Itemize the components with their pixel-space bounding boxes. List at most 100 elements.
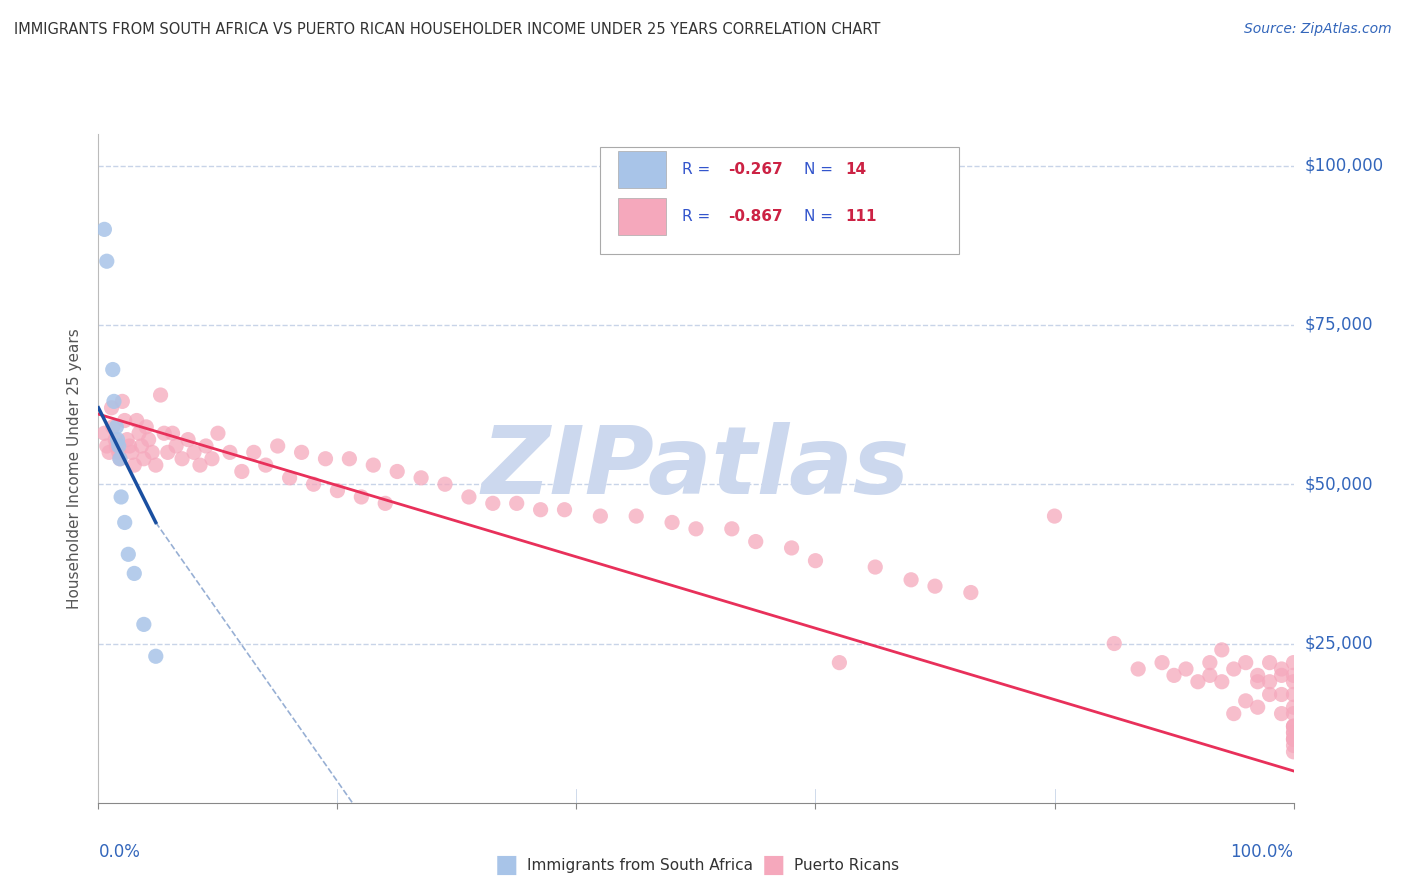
Point xyxy=(177,433,200,447)
Point xyxy=(1282,732,1305,747)
Point xyxy=(433,477,456,491)
Point xyxy=(149,388,172,402)
Point xyxy=(374,496,396,510)
Point xyxy=(1282,732,1305,747)
Point xyxy=(1187,674,1209,689)
FancyBboxPatch shape xyxy=(600,147,959,254)
Point xyxy=(108,451,131,466)
Text: -0.267: -0.267 xyxy=(728,162,783,177)
FancyBboxPatch shape xyxy=(619,198,666,235)
FancyBboxPatch shape xyxy=(619,151,666,188)
Text: R =: R = xyxy=(682,209,714,224)
Point xyxy=(93,222,115,236)
Point xyxy=(302,477,325,491)
Point xyxy=(1163,668,1185,682)
Point xyxy=(128,426,150,441)
Point xyxy=(96,254,118,268)
Point xyxy=(1282,745,1305,759)
Point xyxy=(363,458,385,472)
Point xyxy=(589,509,612,524)
Text: $75,000: $75,000 xyxy=(1305,316,1374,334)
Point xyxy=(1211,674,1233,689)
Point xyxy=(100,401,122,415)
Point xyxy=(121,445,143,459)
Point xyxy=(111,394,134,409)
Point xyxy=(385,465,409,479)
Text: N =: N = xyxy=(804,162,838,177)
Text: $100,000: $100,000 xyxy=(1305,157,1384,175)
Point xyxy=(1246,674,1268,689)
Point xyxy=(101,362,124,376)
Point xyxy=(115,433,138,447)
Point xyxy=(172,451,194,466)
Point xyxy=(1282,674,1305,689)
Point xyxy=(125,413,148,427)
Text: 0.0%: 0.0% xyxy=(98,843,141,861)
Point xyxy=(135,420,157,434)
Point xyxy=(1282,719,1305,733)
Point xyxy=(267,439,290,453)
Point xyxy=(165,439,187,453)
Point xyxy=(529,502,551,516)
Point xyxy=(96,439,118,453)
Point xyxy=(1282,725,1305,739)
Point xyxy=(506,496,529,510)
Point xyxy=(138,433,160,447)
Point xyxy=(1246,668,1268,682)
Point xyxy=(183,445,205,459)
Point xyxy=(1271,662,1294,676)
Point xyxy=(1150,656,1173,670)
Point xyxy=(201,451,224,466)
Point xyxy=(207,426,229,441)
Point xyxy=(1282,725,1305,739)
Point xyxy=(114,516,136,530)
Point xyxy=(1043,509,1066,524)
Point xyxy=(1246,700,1268,714)
Point xyxy=(554,502,576,516)
Point xyxy=(1282,688,1305,702)
Point xyxy=(104,433,127,447)
Point xyxy=(924,579,946,593)
Point xyxy=(1282,719,1305,733)
Point xyxy=(107,445,129,459)
Point xyxy=(114,413,136,427)
Point xyxy=(1282,700,1305,714)
Point xyxy=(1258,674,1281,689)
Point xyxy=(1282,732,1305,747)
Point xyxy=(661,516,683,530)
Point xyxy=(188,458,211,472)
Point xyxy=(1282,719,1305,733)
Point xyxy=(145,458,167,472)
Text: Immigrants from South Africa: Immigrants from South Africa xyxy=(527,858,754,872)
Point xyxy=(315,451,337,466)
Text: ■: ■ xyxy=(762,854,785,877)
Point xyxy=(326,483,349,498)
Text: R =: R = xyxy=(682,162,714,177)
Point xyxy=(685,522,707,536)
Point xyxy=(243,445,266,459)
Point xyxy=(132,451,155,466)
Point xyxy=(1222,706,1246,721)
Point xyxy=(1234,656,1257,670)
Point xyxy=(624,509,647,524)
Point xyxy=(1211,643,1233,657)
Text: -0.867: -0.867 xyxy=(728,209,783,224)
Text: IMMIGRANTS FROM SOUTH AFRICA VS PUERTO RICAN HOUSEHOLDER INCOME UNDER 25 YEARS C: IMMIGRANTS FROM SOUTH AFRICA VS PUERTO R… xyxy=(14,22,880,37)
Point xyxy=(1282,668,1305,682)
Point xyxy=(117,547,139,561)
Point xyxy=(103,394,125,409)
Point xyxy=(745,534,768,549)
Point xyxy=(1258,688,1281,702)
Text: 100.0%: 100.0% xyxy=(1230,843,1294,861)
Point xyxy=(1198,656,1220,670)
Point xyxy=(828,656,851,670)
Point xyxy=(107,433,129,447)
Point xyxy=(780,541,803,555)
Point xyxy=(124,458,146,472)
Point xyxy=(804,554,827,568)
Point xyxy=(124,566,146,581)
Point xyxy=(98,445,121,459)
Point xyxy=(350,490,373,504)
Point xyxy=(1128,662,1150,676)
Text: 14: 14 xyxy=(845,162,866,177)
